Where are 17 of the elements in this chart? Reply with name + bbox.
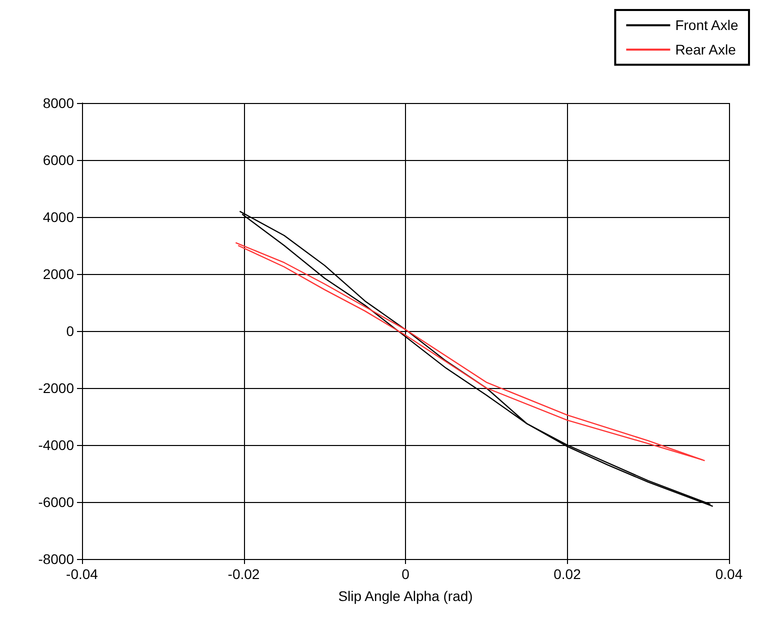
- x-tick-label: 0.04: [715, 566, 743, 582]
- y-tick-label: -6000: [38, 494, 74, 510]
- y-tick-label: 8000: [42, 95, 74, 111]
- x-tick-label: 0.02: [554, 566, 582, 582]
- legend-label: Front Axle: [675, 17, 738, 34]
- y-tick-label: -8000: [38, 551, 74, 567]
- y-tick-label: 0: [66, 323, 74, 339]
- legend-label: Rear Axle: [675, 42, 736, 58]
- x-tick-label: -0.02: [228, 566, 260, 582]
- y-tick-label: 4000: [42, 209, 74, 225]
- y-tick-label: -4000: [38, 437, 74, 453]
- x-tick-label: 0: [402, 566, 410, 582]
- x-axis-title: Slip Angle Alpha (rad): [338, 588, 473, 604]
- y-tick-label: 2000: [42, 266, 74, 282]
- x-tick-label: -0.04: [66, 566, 98, 582]
- y-tick-label: 6000: [42, 152, 74, 168]
- y-tick-label: -2000: [38, 380, 74, 396]
